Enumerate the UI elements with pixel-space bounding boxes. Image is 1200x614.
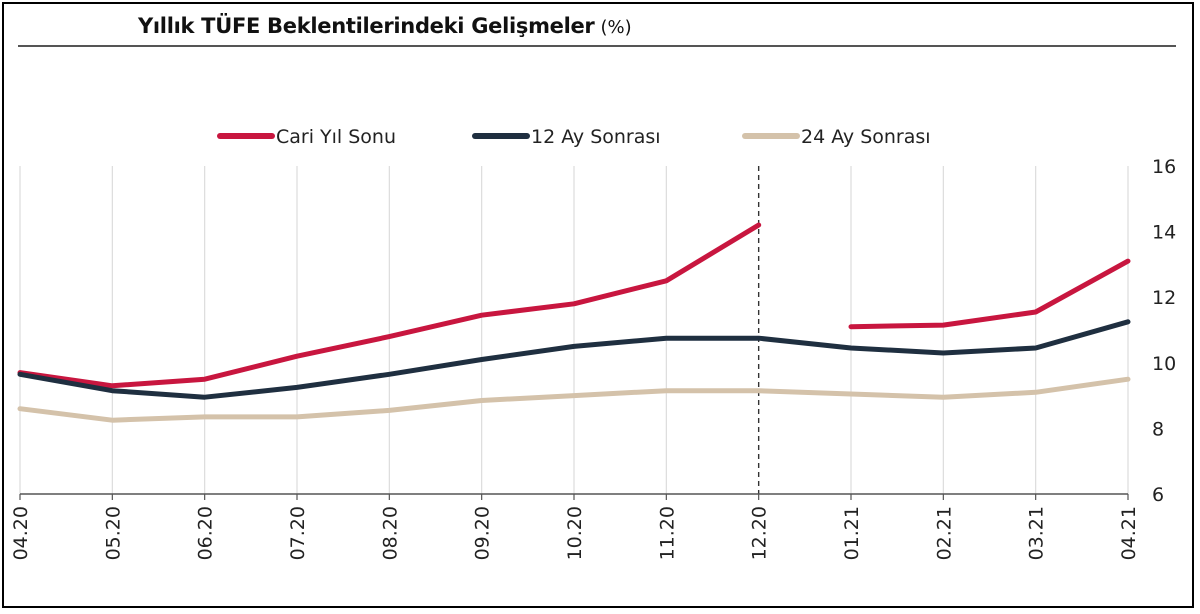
y-tick-label: 14 [1152,222,1176,244]
x-tick-label: 03.21 [1026,506,1048,560]
title-underline [18,45,1176,47]
x-tick-label: 10.20 [564,506,586,560]
x-tick-label: 01.21 [841,506,863,560]
y-tick-label: 12 [1152,287,1176,309]
y-tick-label: 8 [1152,418,1164,440]
chart-title: Yıllık TÜFE Beklentilerindeki Gelişmeler [138,14,595,38]
x-tick-label: 06.20 [195,506,217,560]
chart-title-area: Yıllık TÜFE Beklentilerindeki Gelişmeler… [138,14,632,44]
legend-label: Cari Yıl Sonu [276,126,396,148]
chart-unit: (%) [600,17,632,38]
series-line-2 [17,376,1131,423]
x-tick-label: 09.20 [472,506,494,560]
x-tick-label: 05.20 [102,506,124,560]
x-tick-label: 04.21 [1118,506,1140,560]
x-tick-label: 02.21 [933,506,955,560]
series-line-0 [848,258,1131,330]
series-line-0 [17,222,762,389]
x-tick-label: 11.20 [656,506,678,560]
legend-label: 12 Ay Sonrası [531,126,661,148]
x-tick-label: 08.20 [379,506,401,560]
legend-label: 24 Ay Sonrası [801,126,931,148]
y-tick-label: 10 [1152,353,1176,375]
x-tick-label: 12.20 [749,506,771,560]
series-line-1 [17,319,1131,400]
x-tick-label: 04.20 [10,506,32,560]
y-tick-label: 16 [1152,156,1176,178]
x-tick-label: 07.20 [287,506,309,560]
y-tick-label: 6 [1152,484,1164,506]
